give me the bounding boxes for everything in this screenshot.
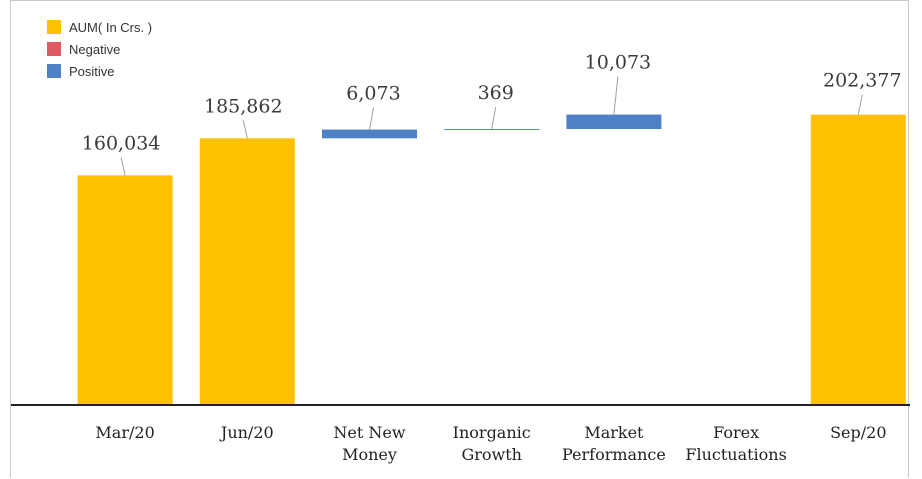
data-labels-group: 160,034 185,862 6,073 369 10,073 202,377 (82, 52, 902, 155)
legend-label-1: AUM( In Crs. ) (69, 20, 152, 35)
bars-group (77, 114, 906, 406)
legend-label-2: Negative (69, 42, 120, 57)
positive-bar-4 (444, 129, 540, 131)
legend-swatch-1 (47, 20, 61, 34)
data-label-5: 10,073 (585, 52, 651, 74)
legend-swatch-2 (47, 42, 61, 56)
legend-swatch-3 (47, 64, 61, 78)
x-tick-label-7: Sep/20 (830, 423, 886, 442)
leader-line-1 (120, 157, 126, 176)
x-tick-label-2: Jun/20 (219, 423, 274, 442)
leader-line-2 (242, 120, 248, 139)
leader-line-3 (369, 107, 374, 130)
data-label-4: 369 (478, 82, 514, 104)
x-tick-label-5: Market Performance (562, 423, 666, 464)
x-tick-labels-group: Mar/20 Jun/20 Net New Money Inorganic Growth M… (95, 423, 886, 464)
total-bar-1 (77, 175, 173, 405)
positive-bar-5 (566, 114, 662, 130)
x-tick-label-1: Mar/20 (95, 423, 154, 442)
x-tick-label-3: Net New Money (333, 423, 405, 464)
data-label-3: 6,073 (346, 83, 400, 105)
leader-line-7 (857, 94, 863, 115)
chart-frame: AUM( In Crs. ) Negative Positive 160,034 18… (10, 0, 910, 478)
total-bar-2 (199, 138, 295, 405)
positive-bar-3 (322, 129, 417, 139)
waterfall-chart: AUM( In Crs. ) Negative Positive 160,034 18… (11, 20, 910, 464)
total-bar-7 (810, 114, 906, 406)
data-label-1: 160,034 (82, 132, 161, 154)
leader-lines-group (120, 76, 863, 176)
legend-label-3: Positive (69, 64, 115, 79)
data-label-7: 202,377 (823, 70, 902, 92)
data-label-2: 185,862 (204, 95, 283, 117)
legend: AUM( In Crs. ) Negative Positive (47, 20, 152, 79)
x-tick-label-6: Forex Fluctuations (685, 423, 786, 464)
x-tick-label-4: Inorganic Growth (453, 423, 531, 464)
leader-line-5 (613, 76, 619, 115)
leader-line-4 (491, 106, 497, 130)
